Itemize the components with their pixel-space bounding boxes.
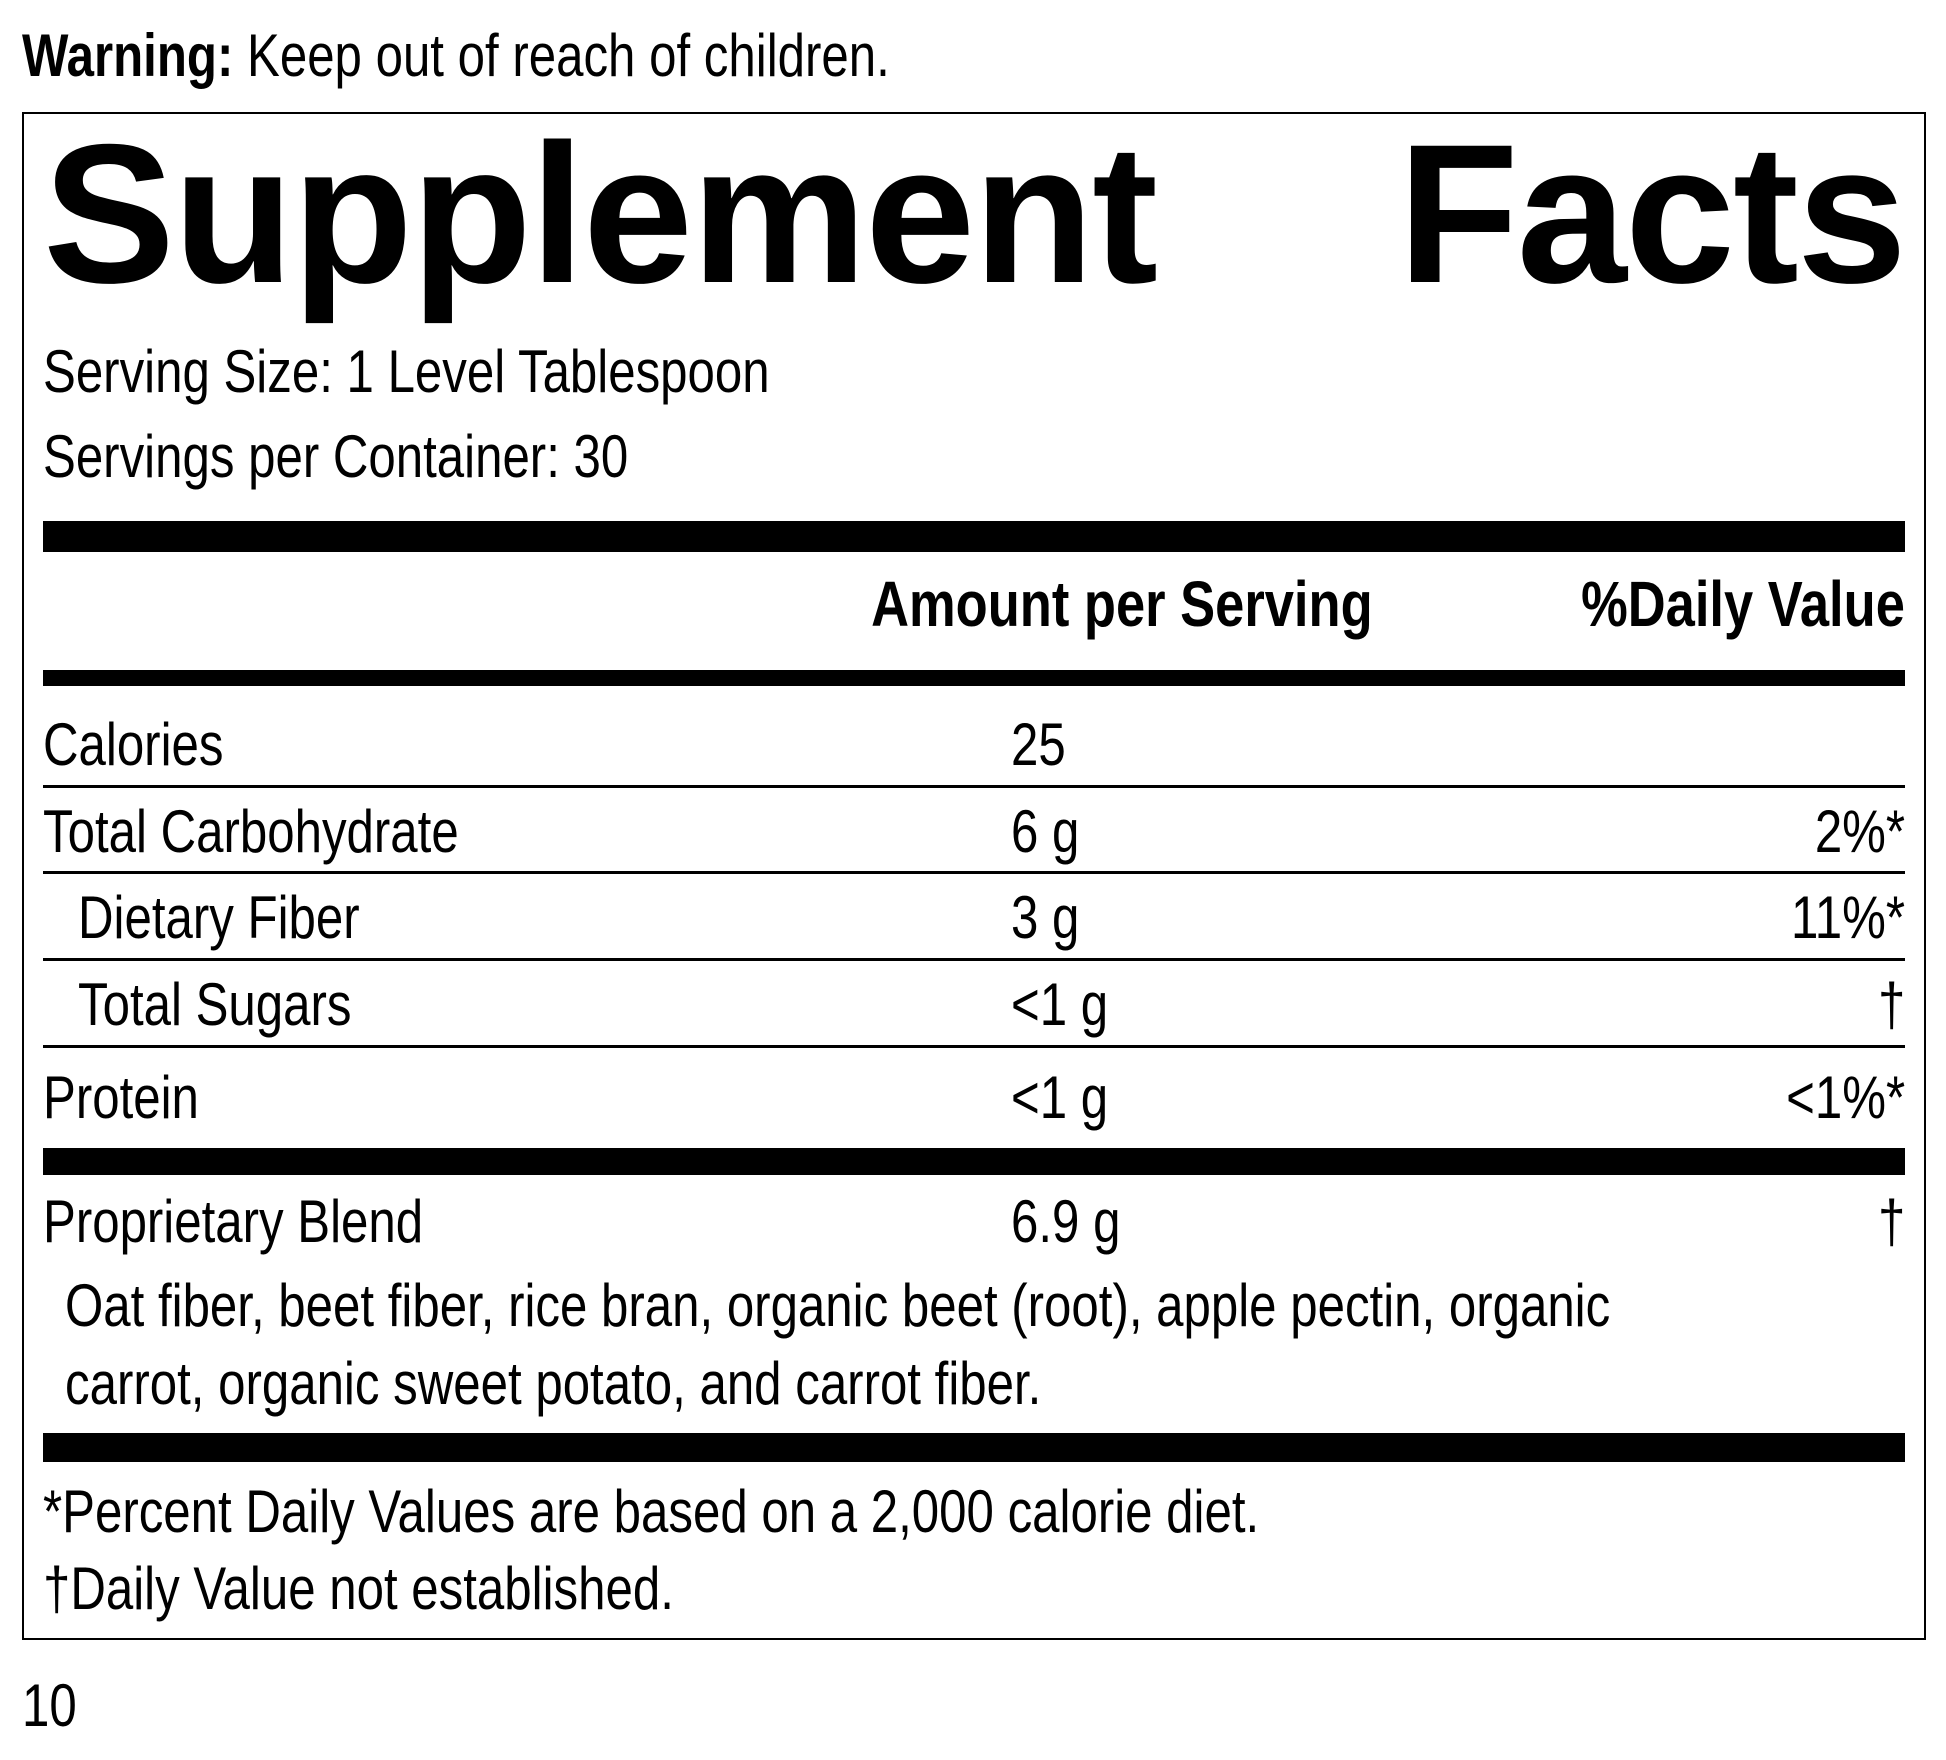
thin-rule — [43, 871, 1905, 874]
nutrient-amount: <1 g — [1011, 1064, 1109, 1131]
ingredients-line: Oat fiber, beet fiber, rice bran, organi… — [65, 1272, 1611, 1339]
daily-value-header: %Daily Value — [1581, 568, 1905, 640]
nutrient-name: Protein — [43, 1064, 199, 1131]
thin-rule — [43, 958, 1905, 961]
warning: Warning: Keep out of reach of children. — [22, 26, 890, 86]
nutrient-amount: 3 g — [1011, 884, 1080, 951]
nutrient-daily-value: 11%* — [1791, 884, 1905, 951]
thick-rule — [43, 1148, 1905, 1175]
nutrient-amount: 25 — [1011, 711, 1066, 778]
page-number: 10 — [22, 1672, 77, 1739]
facts-panel — [22, 112, 1926, 1640]
nutrient-name: Total Sugars — [78, 971, 352, 1038]
amount-header: Amount per Serving — [871, 568, 1373, 640]
blend-amount: 6.9 g — [1011, 1188, 1121, 1255]
ingredients-line: carrot, organic sweet potato, and carrot… — [65, 1350, 1042, 1417]
nutrient-amount: 6 g — [1011, 798, 1080, 865]
panel-title: Supplement Facts — [43, 103, 1907, 324]
thick-rule — [43, 521, 1905, 552]
blend-daily-value: † — [1877, 1188, 1905, 1255]
thick-rule — [43, 1433, 1905, 1462]
nutrient-name: Total Carbohydrate — [43, 798, 459, 865]
footnote: †Daily Value not established. — [43, 1555, 674, 1622]
warning-label: Warning: — [22, 22, 234, 89]
nutrient-daily-value: <1%* — [1786, 1064, 1905, 1131]
thin-rule — [43, 1045, 1905, 1048]
warning-text: Keep out of reach of children. — [247, 22, 890, 89]
nutrient-name: Calories — [43, 711, 224, 778]
servings-per-container: Servings per Container: 30 — [43, 423, 629, 490]
nutrient-amount: <1 g — [1011, 971, 1109, 1038]
footnote: *Percent Daily Values are based on a 2,0… — [43, 1478, 1260, 1545]
blend-name: Proprietary Blend — [43, 1188, 424, 1255]
thin-rule — [43, 785, 1905, 788]
nutrient-daily-value: 2%* — [1814, 798, 1905, 865]
medium-rule — [43, 670, 1905, 686]
serving-size: Serving Size: 1 Level Tablespoon — [43, 338, 770, 405]
nutrient-daily-value: † — [1877, 971, 1905, 1038]
nutrient-name: Dietary Fiber — [78, 884, 360, 951]
